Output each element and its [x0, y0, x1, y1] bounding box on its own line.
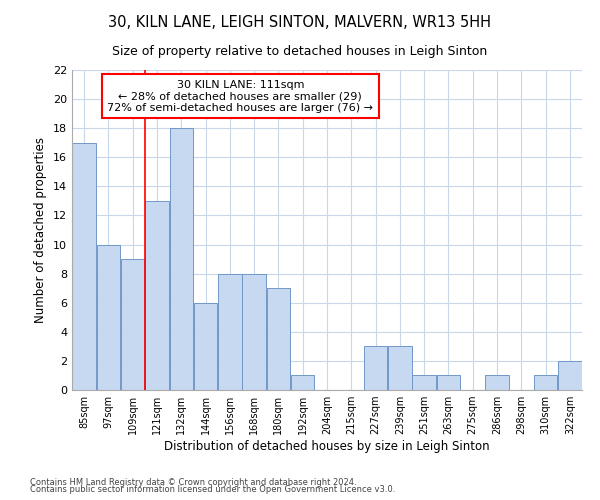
Text: 30 KILN LANE: 111sqm
← 28% of detached houses are smaller (29)
72% of semi-detac: 30 KILN LANE: 111sqm ← 28% of detached h… — [107, 80, 373, 113]
Bar — [218, 274, 242, 390]
Bar — [194, 302, 217, 390]
Text: Contains HM Land Registry data © Crown copyright and database right 2024.: Contains HM Land Registry data © Crown c… — [30, 478, 356, 487]
Bar — [388, 346, 412, 390]
Bar — [437, 376, 460, 390]
Bar — [485, 376, 509, 390]
Bar — [97, 244, 120, 390]
Bar — [242, 274, 266, 390]
X-axis label: Distribution of detached houses by size in Leigh Sinton: Distribution of detached houses by size … — [164, 440, 490, 453]
Bar — [558, 361, 581, 390]
Bar — [291, 376, 314, 390]
Bar — [266, 288, 290, 390]
Bar — [170, 128, 193, 390]
Bar — [121, 259, 145, 390]
Y-axis label: Number of detached properties: Number of detached properties — [34, 137, 47, 323]
Bar — [412, 376, 436, 390]
Bar — [73, 142, 96, 390]
Text: Size of property relative to detached houses in Leigh Sinton: Size of property relative to detached ho… — [112, 45, 488, 58]
Bar — [364, 346, 388, 390]
Bar — [145, 201, 169, 390]
Text: 30, KILN LANE, LEIGH SINTON, MALVERN, WR13 5HH: 30, KILN LANE, LEIGH SINTON, MALVERN, WR… — [109, 15, 491, 30]
Text: Contains public sector information licensed under the Open Government Licence v3: Contains public sector information licen… — [30, 486, 395, 494]
Bar — [534, 376, 557, 390]
